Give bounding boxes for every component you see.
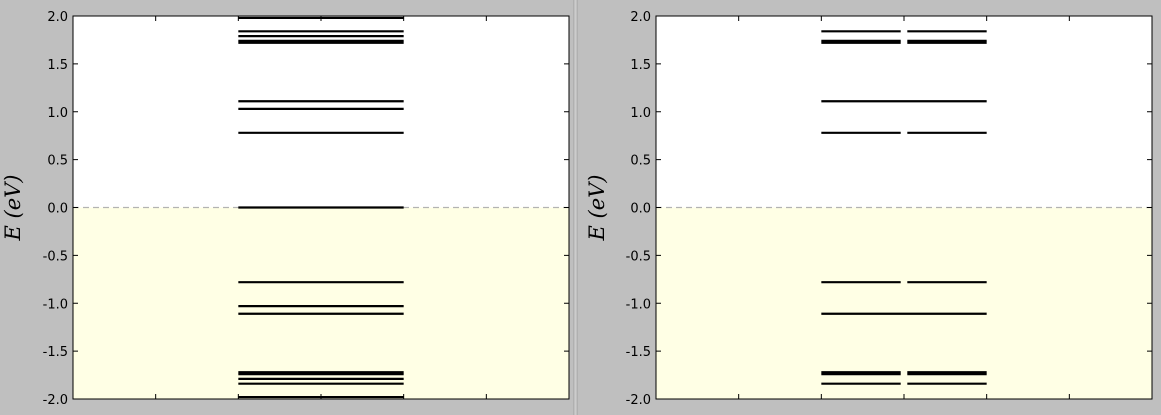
y-tick-label: 0.0 [47,202,68,217]
y-tick-label: -0.5 [43,249,68,264]
y-tick-label: 1.0 [47,106,68,121]
right-chart-panel: 2.0 1.5 1.0 0.5 0.0 -0.5 -1.0 -1.5 -2.0 E (eV) [578,0,1161,415]
panel-divider[interactable] [573,0,578,415]
y-tick-label: 0.5 [47,154,68,169]
y-tick-label: -1.0 [43,297,68,312]
y-tick-label: -2.0 [626,393,651,408]
y-tick-label: 1.0 [630,106,651,121]
y-tick-label: 1.5 [47,58,68,73]
y-tick-label: -2.0 [43,393,68,408]
y-tick-label: 2.0 [47,10,68,25]
y-tick-label: 0.0 [630,202,651,217]
y-axis-label: E (eV) [1,175,25,242]
y-tick-label: -1.5 [626,345,651,360]
y-tick-label: -0.5 [626,249,651,264]
left-energy-level-chart: 2.0 1.5 1.0 0.5 0.0 -0.5 -1.0 -1.5 -2.0 E (eV) [1,10,570,408]
y-axis-label: E (eV) [585,175,609,242]
y-tick-label: -1.0 [626,297,651,312]
right-energy-level-chart: 2.0 1.5 1.0 0.5 0.0 -0.5 -1.0 -1.5 -2.0 E (eV) [585,10,1153,408]
y-tick-label: 2.0 [630,10,651,25]
left-chart-panel: 2.0 1.5 1.0 0.5 0.0 -0.5 -1.0 -1.5 -2.0 E (eV) [0,0,573,415]
y-tick-label: -1.5 [43,345,68,360]
occupied-region [73,207,569,399]
y-tick-label: 0.5 [630,154,651,169]
y-tick-label: 1.5 [630,58,651,73]
occupied-region [656,207,1152,399]
